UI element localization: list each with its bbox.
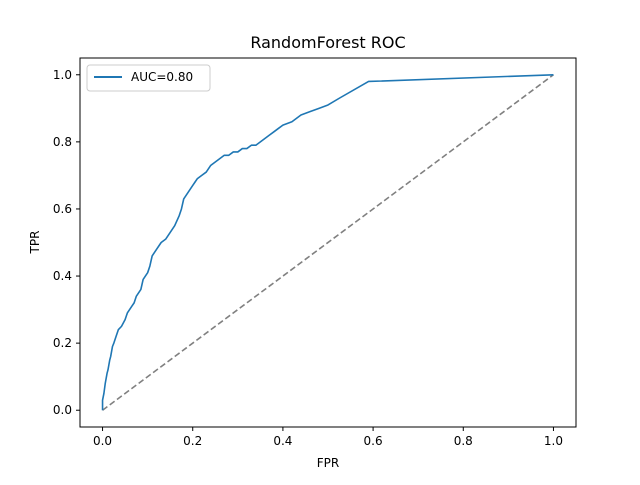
x-axis-label: FPR (317, 456, 339, 470)
y-tick-label: 0.0 (53, 403, 72, 417)
legend-box (86, 64, 211, 92)
y-tick-label: 1.0 (53, 68, 72, 82)
roc-curve-series-0 (101, 73, 554, 411)
x-tick-label: 0.4 (273, 434, 292, 448)
chart-title: RandomForest ROC (250, 33, 405, 52)
y-tick-label: 0.8 (53, 135, 72, 149)
axes-frame (79, 57, 577, 428)
legend: AUC=0.80 (86, 64, 211, 92)
y-tick-label: 0.6 (53, 202, 72, 216)
plot-area (101, 73, 554, 411)
chance-diagonal-line (102, 74, 554, 411)
legend-label: AUC=0.80 (131, 70, 193, 84)
x-tick-label: 0.6 (364, 434, 383, 448)
x-tick-label: 0.2 (183, 434, 202, 448)
x-tick-label: 0.8 (454, 434, 473, 448)
x-tick-label: 0.0 (93, 434, 112, 448)
y-tick-label: 0.4 (53, 269, 72, 283)
y-tick-label: 0.2 (53, 336, 72, 350)
x-tick-label: 1.0 (544, 434, 563, 448)
axis-ticks: 0.0 0.2 0.4 0.6 0.8 1.0 0.0 0.2 0.4 0.6 0.8 1.0 (53, 68, 563, 448)
y-axis-label: TPR (28, 231, 42, 255)
